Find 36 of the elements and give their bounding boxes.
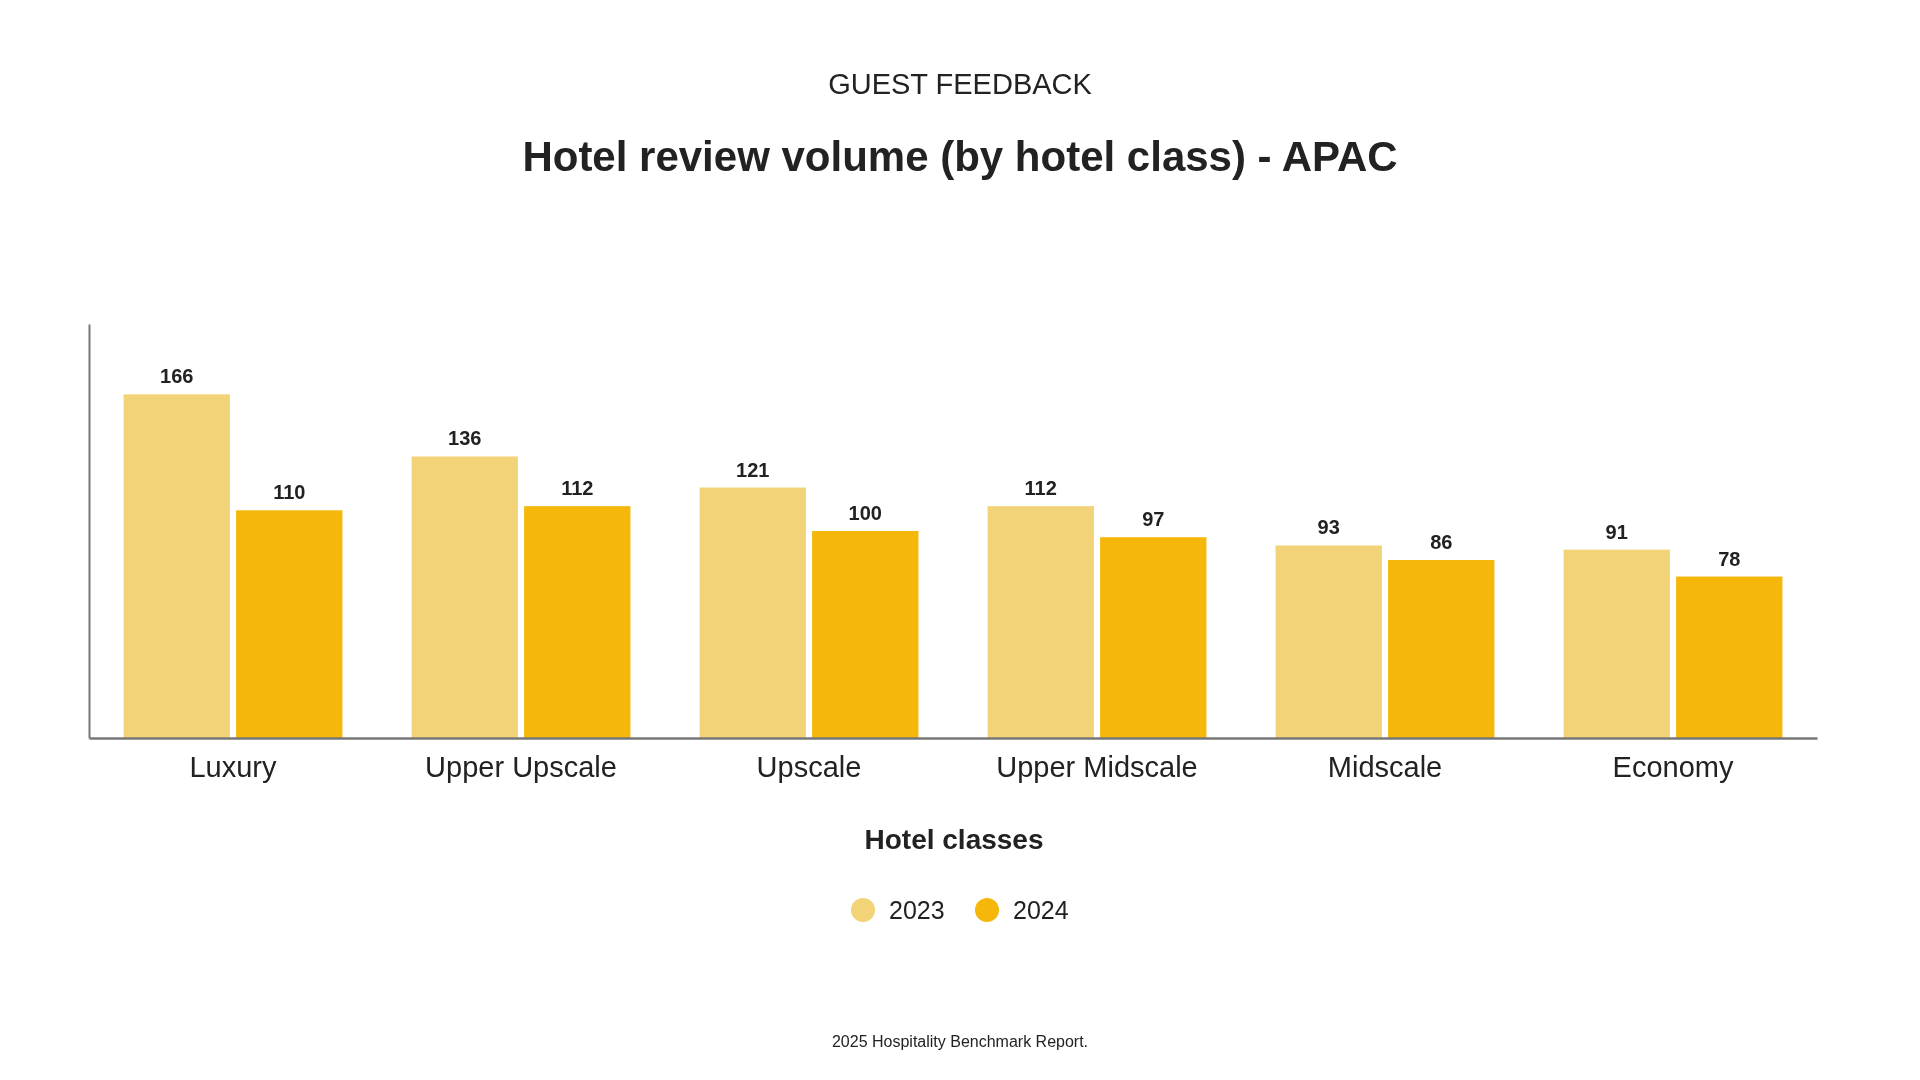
x-tick-label: Midscale [1327, 750, 1443, 783]
x-tick-label: Luxury [189, 750, 278, 783]
bar [699, 487, 806, 738]
x-tick-label: Upper Upscale [425, 750, 617, 783]
data-label: 78 [1718, 547, 1741, 570]
bar [123, 394, 230, 738]
data-label: 93 [1317, 516, 1340, 539]
bar [1676, 576, 1783, 738]
data-label: 97 [1142, 508, 1165, 531]
chart-title: Hotel review volume (by hotel class) - APAC [522, 133, 1398, 180]
legend-label: 2024 [1013, 895, 1069, 924]
bar [1275, 545, 1382, 738]
x-tick-label: Economy [1612, 750, 1734, 783]
chart-subtitle: GUEST FEEDBACK [828, 68, 1093, 100]
data-label: 110 [273, 481, 306, 504]
data-label: 166 [160, 365, 194, 388]
text: 2025 Hospitality Benchmark Report. [831, 1033, 1089, 1050]
bar [812, 531, 919, 738]
legend-label: 2023 [889, 895, 945, 924]
bar [987, 506, 1094, 738]
bar [524, 506, 631, 738]
data-label: 112 [1024, 477, 1057, 500]
bar [1563, 549, 1670, 738]
x-axis-title: Hotel classes [864, 824, 1044, 855]
x-tick-label: Upscale [756, 750, 862, 783]
bar [1100, 537, 1207, 738]
bar [236, 510, 343, 738]
data-label: 100 [848, 502, 882, 524]
data-label: 121 [736, 458, 770, 481]
data-label: 136 [448, 427, 482, 450]
bar [1388, 559, 1495, 738]
bar [411, 456, 518, 738]
data-label: 86 [1430, 530, 1453, 553]
data-label: 91 [1605, 520, 1628, 543]
x-tick-label: Upper Midscale [996, 750, 1198, 783]
data-label: 112 [561, 477, 594, 500]
